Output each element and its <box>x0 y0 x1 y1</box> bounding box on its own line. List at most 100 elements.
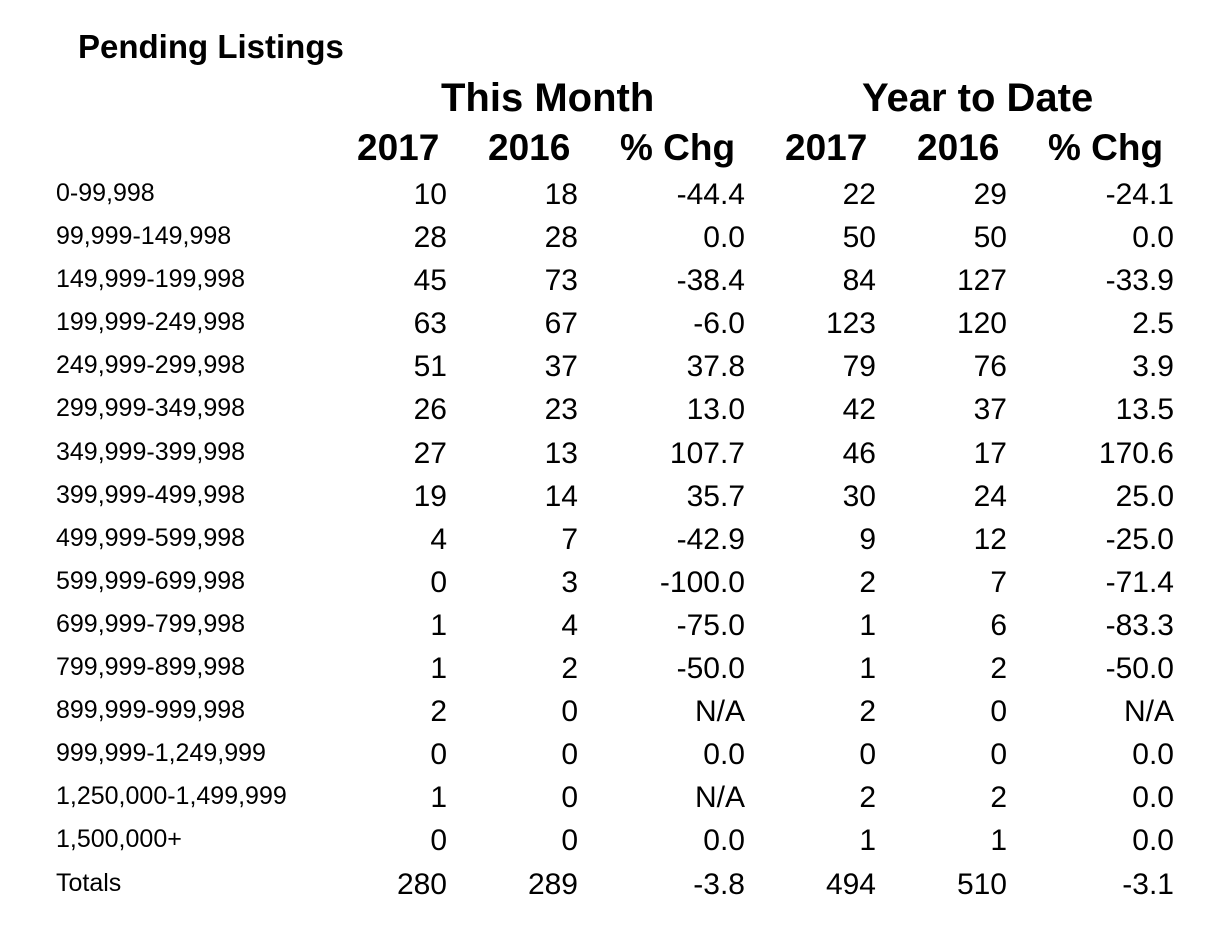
cell-ytd-pct-chg: 170.6 <box>1098 436 1174 470</box>
cell-month-pct-chg: 13.0 <box>686 393 745 427</box>
cell-month-pct-chg: 35.7 <box>686 479 745 513</box>
column-header-ytd-pct-chg: % Chg <box>1048 127 1164 168</box>
cell-ytd-2017: 1 <box>859 652 876 686</box>
cell-month-pct-chg: -44.4 <box>676 178 745 211</box>
cell-month-2016: 0 <box>561 695 578 729</box>
table-row: 249,999-299,998 51 37 37.8 79 76 3.9 <box>0 347 1230 390</box>
cell-month-pct-chg: 0.0 <box>703 738 745 772</box>
cell-month-2016: 18 <box>544 178 578 211</box>
row-label: 149,999-199,998 <box>56 265 246 294</box>
cell-month-2017: 26 <box>413 393 447 427</box>
cell-month-2017: 28 <box>413 221 447 255</box>
cell-month-pct-chg: N/A <box>694 695 745 729</box>
row-label: 499,999-599,998 <box>56 523 246 552</box>
cell-ytd-2017: 1 <box>859 824 876 858</box>
cell-ytd-2017: 1 <box>859 608 876 642</box>
cell-month-pct-chg: 0.0 <box>703 221 745 255</box>
cell-month-2016: 0 <box>561 781 578 815</box>
cell-month-pct-chg: -75.0 <box>676 608 745 642</box>
cell-ytd-pct-chg: 13.5 <box>1115 393 1174 427</box>
row-label: 799,999-899,998 <box>56 653 246 682</box>
column-header-month-pct-chg: % Chg <box>620 127 736 168</box>
cell-ytd-pct-chg: -71.4 <box>1105 565 1174 599</box>
cell-ytd-pct-chg: -25.0 <box>1105 522 1174 556</box>
cell-ytd-pct-chg: 3.9 <box>1132 350 1174 384</box>
cell-month-2017: 45 <box>413 264 447 298</box>
cell-month-2016: 7 <box>561 522 578 556</box>
table-row: 599,999-699,998 0 3 -100.0 2 7 -71.4 <box>0 563 1230 606</box>
cell-month-2016: 28 <box>544 221 578 255</box>
cell-ytd-pct-chg: 2.5 <box>1132 307 1174 341</box>
cell-month-2017: 4 <box>430 522 447 556</box>
cell-ytd-2017: 84 <box>842 264 876 298</box>
column-header-month-2016: 2016 <box>488 127 571 168</box>
cell-month-2016: 0 <box>561 824 578 858</box>
group-header-year-to-date: Year to Date <box>862 76 1094 120</box>
cell-month-2017: 2 <box>430 695 447 729</box>
cell-ytd-pct-chg: 25.0 <box>1115 479 1174 513</box>
cell-ytd-2017: 79 <box>842 350 876 384</box>
cell-month-2017: 63 <box>413 307 447 341</box>
cell-ytd-2017: 2 <box>859 565 876 599</box>
cell-month-2016: 0 <box>561 738 578 772</box>
cell-month-pct-chg: 107.7 <box>669 436 745 470</box>
table-row: 0-99,998 10 18 -44.4 22 29 -24.1 <box>0 175 1230 218</box>
cell-ytd-2016: 12 <box>973 522 1007 556</box>
cell-month-2017: 1 <box>430 608 447 642</box>
cell-month-2016: 2 <box>561 652 578 686</box>
cell-ytd-2017: 30 <box>842 479 876 513</box>
totals-row: Totals 280 289 -3.8 494 510 -3.1 <box>0 865 1230 908</box>
cell-ytd-pct-chg: -50.0 <box>1105 652 1174 686</box>
cell-ytd-2016: 50 <box>973 221 1007 255</box>
cell-ytd-2017: 22 <box>842 178 876 211</box>
cell-month-pct-chg: -50.0 <box>676 652 745 686</box>
cell-ytd-pct-chg: -24.1 <box>1105 178 1174 211</box>
row-label: 1,500,000+ <box>56 825 182 854</box>
cell-ytd-2017: 42 <box>842 393 876 427</box>
row-label: 1,250,000-1,499,999 <box>56 782 287 811</box>
row-label: 599,999-699,998 <box>56 566 246 595</box>
cell-ytd-pct-chg: -3.1 <box>1122 867 1174 901</box>
cell-ytd-2017: 9 <box>859 522 876 556</box>
cell-month-2016: 73 <box>544 264 578 298</box>
column-header-ytd-2016: 2016 <box>917 127 1000 168</box>
table-row: 1,500,000+ 0 0 0.0 1 1 0.0 <box>0 821 1230 864</box>
cell-ytd-2016: 0 <box>990 738 1007 772</box>
table-row: 899,999-999,998 2 0 N/A 2 0 N/A <box>0 692 1230 735</box>
row-label: Totals <box>56 868 122 897</box>
cell-month-2017: 0 <box>430 738 447 772</box>
cell-ytd-2017: 494 <box>825 867 876 901</box>
cell-month-pct-chg: -38.4 <box>676 264 745 298</box>
cell-ytd-2016: 37 <box>973 393 1007 427</box>
cell-ytd-2016: 29 <box>973 178 1007 211</box>
cell-month-pct-chg: 37.8 <box>686 350 745 384</box>
cell-month-pct-chg: 0.0 <box>703 824 745 858</box>
cell-ytd-2017: 46 <box>842 436 876 470</box>
cell-month-2016: 37 <box>544 350 578 384</box>
cell-month-2016: 23 <box>544 393 578 427</box>
row-label: 249,999-299,998 <box>56 351 246 380</box>
cell-month-2017: 280 <box>396 867 447 901</box>
cell-ytd-pct-chg: 0.0 <box>1132 221 1174 255</box>
row-label: 699,999-799,998 <box>56 609 246 638</box>
table-row: 299,999-349,998 26 23 13.0 42 37 13.5 <box>0 390 1230 433</box>
cell-month-2017: 10 <box>413 178 447 211</box>
cell-month-2016: 13 <box>544 436 578 470</box>
table-row: 799,999-899,998 1 2 -50.0 1 2 -50.0 <box>0 649 1230 692</box>
row-label: 349,999-399,998 <box>56 437 246 466</box>
cell-ytd-2016: 17 <box>973 436 1007 470</box>
row-label: 299,999-349,998 <box>56 394 246 423</box>
group-header-this-month: This Month <box>441 76 655 120</box>
cell-month-pct-chg: -3.8 <box>693 867 745 901</box>
cell-ytd-pct-chg: 0.0 <box>1132 824 1174 858</box>
cell-ytd-pct-chg: N/A <box>1123 695 1174 729</box>
cell-ytd-pct-chg: 0.0 <box>1132 738 1174 772</box>
row-label: 199,999-249,998 <box>56 308 246 337</box>
row-label: 399,999-499,998 <box>56 480 246 509</box>
cell-month-pct-chg: -42.9 <box>676 522 745 556</box>
cell-month-pct-chg: -100.0 <box>659 565 745 599</box>
cell-month-2016: 4 <box>561 608 578 642</box>
table-row: 199,999-249,998 63 67 -6.0 123 120 2.5 <box>0 304 1230 347</box>
cell-month-2017: 51 <box>413 350 447 384</box>
table-row: 149,999-199,998 45 73 -38.4 84 127 -33.9 <box>0 261 1230 304</box>
